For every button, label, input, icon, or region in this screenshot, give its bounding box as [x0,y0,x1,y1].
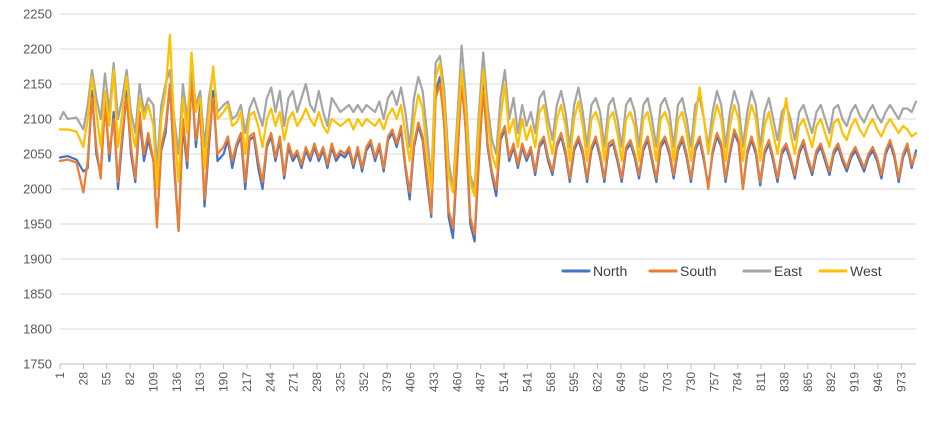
x-tick-label: 82 [123,372,137,386]
legend-label: South [680,263,717,279]
x-tick-label: 1 [53,372,67,379]
x-tick-label: 784 [731,372,745,392]
x-tick-label: 217 [240,372,254,392]
x-tick-label: 622 [590,372,604,392]
series-group [58,33,918,243]
x-tick-label: 487 [474,372,488,392]
legend-label: East [774,263,802,279]
x-tick-label: 163 [193,372,207,392]
x-tick-label: 325 [333,372,347,392]
x-tick-label: 730 [684,372,698,392]
y-tick-label: 1850 [23,287,52,302]
x-tick-label: 379 [380,372,394,392]
x-tick-label: 244 [263,372,277,392]
x-tick-label: 352 [357,372,371,392]
x-tick-label: 838 [777,372,791,392]
x-tick-label: 757 [707,372,721,392]
x-tick-label: 946 [871,372,885,392]
y-axis: 1750 1800 1850 1900 1950 2000 2050 2100 2150 2200… [23,7,52,372]
y-tick-label: 2250 [23,7,52,22]
x-tick-label: 406 [404,372,418,392]
x-tick-label: 973 [894,372,908,392]
x-tick-label: 190 [217,372,231,392]
legend-item-south: South [648,263,717,279]
x-tick-label: 892 [824,372,838,392]
legend-item-east: East [742,263,802,279]
y-tick-label: 2200 [23,42,52,57]
y-tick-label: 2150 [23,77,52,92]
x-tick-label: 811 [754,372,768,391]
x-axis: 1 28 55 82 109 136 163 190 217 244 271 298 325 352 379… [53,363,916,392]
legend-item-north: North [561,263,627,279]
series-line-south [58,82,918,236]
x-tick-label: 271 [287,372,301,392]
legend-label: North [593,263,627,279]
legend: North South East West [561,263,882,279]
series-line-east [58,44,918,191]
x-tick-label: 136 [170,372,184,392]
x-tick-label: 460 [450,372,464,392]
x-tick-label: 676 [637,372,651,392]
legend-item-west: West [818,263,882,279]
x-tick-label: 568 [544,372,558,392]
x-tick-label: 595 [567,372,581,392]
y-tick-label: 1800 [23,322,52,337]
x-tick-label: 109 [146,372,160,392]
y-tick-label: 2100 [23,112,52,127]
x-tick-label: 541 [520,372,534,392]
x-tick-label: 28 [76,372,90,386]
x-tick-label: 298 [310,372,324,392]
x-tick-label: 55 [100,372,114,386]
x-tick-label: 865 [801,372,815,392]
y-tick-label: 1950 [23,217,52,232]
x-tick-label: 919 [848,372,862,392]
x-tick-label: 514 [497,372,511,392]
legend-label: West [850,263,882,279]
series-line-west [58,33,918,198]
x-tick-label: 433 [427,372,441,392]
x-tick-label: 649 [614,372,628,392]
x-tick-label: 703 [661,372,675,392]
y-tick-label: 2050 [23,147,52,162]
y-tick-label: 1750 [23,357,52,372]
y-tick-label: 2000 [23,182,52,197]
gridlines [60,13,916,330]
y-tick-label: 1900 [23,252,52,267]
